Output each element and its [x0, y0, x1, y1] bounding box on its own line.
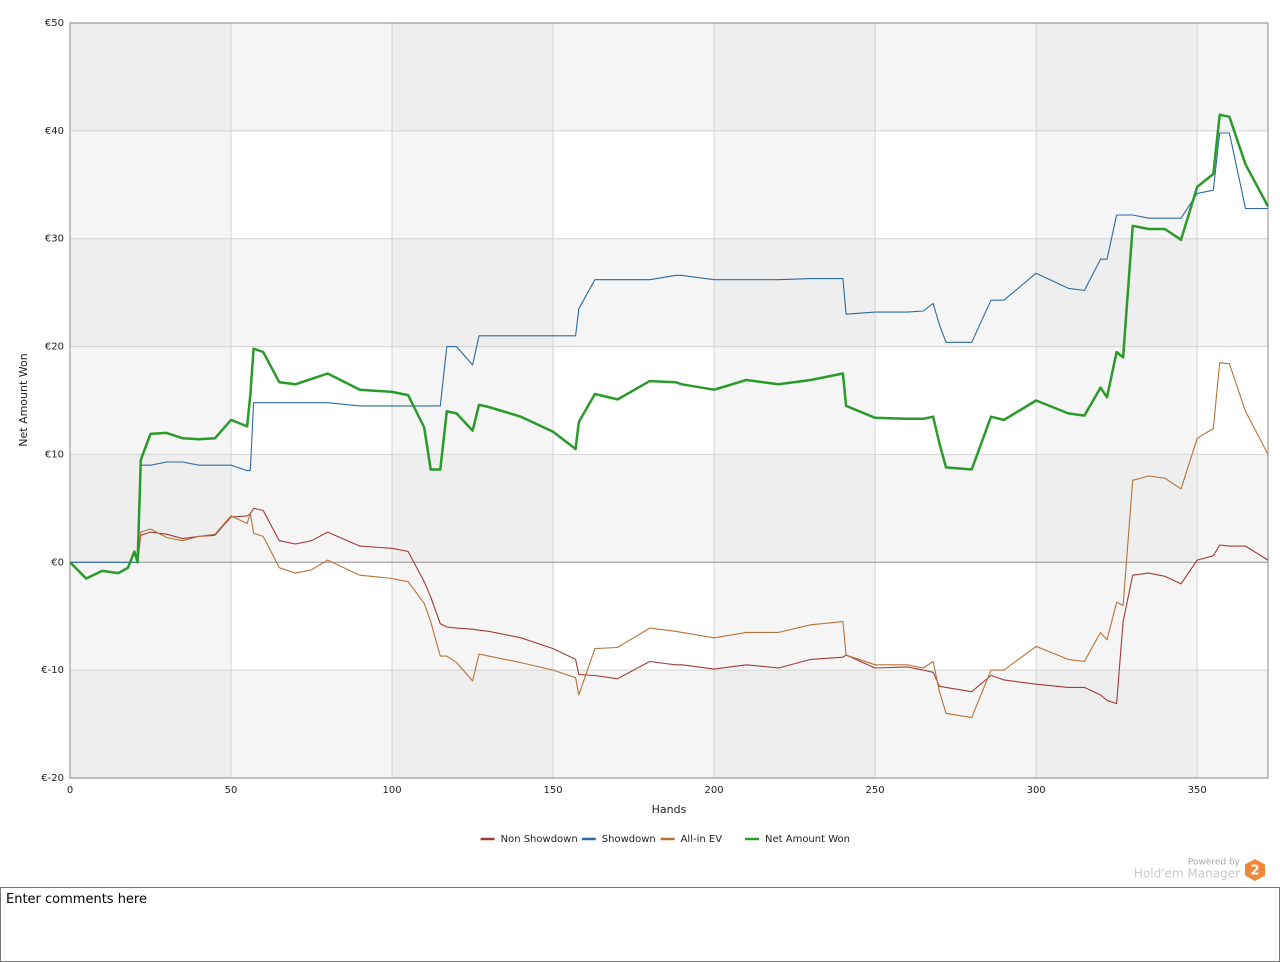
grid-cell: [231, 346, 393, 455]
y-tick-label: €30: [45, 234, 64, 245]
x-axis-label: Hands: [652, 803, 687, 816]
grid-cell: [231, 130, 393, 239]
grid-cell: [1036, 130, 1198, 239]
series-line: [69, 113, 1270, 580]
comments-box[interactable]: Enter comments here: [0, 887, 1280, 962]
powered-by: Powered by: [1188, 858, 1241, 868]
comments-placeholder: Enter comments here: [6, 892, 147, 907]
grid-cell: [70, 454, 232, 563]
y-tick-label: €-10: [41, 665, 64, 676]
grid-cell: [70, 562, 232, 671]
plot-background: [69, 22, 1269, 779]
grid-cell: [1036, 454, 1198, 563]
y-tick-label: €40: [45, 126, 64, 137]
grid-cell: [875, 238, 1037, 347]
grid-cell: [714, 23, 876, 131]
grid-cell: [553, 238, 715, 347]
grid-cell: [714, 346, 876, 455]
x-tick-label: 50: [225, 785, 238, 796]
grid-cell: [231, 454, 393, 563]
grid-cell: [1197, 670, 1268, 778]
grid-cell: [70, 670, 232, 778]
grid-cell: [392, 130, 554, 239]
grid-cell: [714, 130, 876, 239]
y-tick-label: €50: [45, 18, 64, 29]
grid-cell: [70, 23, 232, 131]
y-tick-label: €0: [51, 557, 64, 568]
grid-cell: [553, 346, 715, 455]
grid-cell: [553, 670, 715, 778]
grid-cell: [70, 238, 232, 347]
grid-cell: [875, 670, 1037, 778]
x-tick-label: 250: [866, 785, 885, 796]
legend-label: All-in EV: [681, 834, 723, 845]
y-tick-label: €20: [45, 342, 64, 353]
grid-cell: [1197, 238, 1268, 347]
grid-cell: [392, 23, 554, 131]
logo-badge: [1245, 859, 1265, 881]
grid-cell: [714, 454, 876, 563]
grid-cell: [714, 562, 876, 671]
y-tick-label: €-20: [41, 773, 64, 784]
grid-cell: [231, 670, 393, 778]
product-name: Hold'em Manager: [1134, 867, 1240, 881]
legend-label: Showdown: [602, 834, 656, 845]
grid-cell: [1036, 346, 1198, 455]
grid-cell: [875, 346, 1037, 455]
grid-cell: [875, 130, 1037, 239]
grid-cell: [875, 23, 1037, 131]
grid-cell: [1197, 23, 1268, 131]
x-tick-label: 0: [67, 785, 73, 796]
y-tick-label: €10: [45, 449, 64, 460]
grid-cell: [553, 130, 715, 239]
grid-cell: [875, 454, 1037, 563]
series-line: [70, 132, 1268, 563]
grid-cell: [392, 238, 554, 347]
x-tick-label: 350: [1188, 785, 1207, 796]
x-tick-label: 100: [382, 785, 401, 796]
y-axis-label: Net Amount Won: [17, 353, 30, 446]
logo-badge-text: 2: [1250, 864, 1259, 879]
grid-cell: [231, 562, 393, 671]
grid-cell: [1036, 670, 1198, 778]
grid-cell: [553, 23, 715, 131]
grid-cell: [392, 670, 554, 778]
grid-cell: [1197, 454, 1268, 563]
grid-cell: [553, 454, 715, 563]
series-line: [69, 362, 1269, 719]
legend-label: Non Showdown: [501, 834, 578, 845]
grid-cell: [875, 562, 1037, 671]
chart: Hands Net Amount Won Powered by Hold'em …: [17, 18, 1270, 881]
grid-cell: [1036, 23, 1198, 131]
grid-cell: [231, 23, 393, 131]
grid-cell: [1036, 238, 1198, 347]
grid-cell: [392, 454, 554, 563]
grid-cell: [70, 130, 232, 239]
legend-label: Net Amount Won: [765, 834, 850, 845]
grid-cell: [553, 562, 715, 671]
grid-cell: [231, 238, 393, 347]
plot-border: [69, 22, 1269, 779]
x-tick-label: 300: [1027, 785, 1046, 796]
grid-cell: [1036, 562, 1198, 671]
grid-cell: [1197, 562, 1268, 671]
grid-cell: [714, 670, 876, 778]
grid-cell: [714, 238, 876, 347]
x-tick-label: 200: [705, 785, 724, 796]
grid-cell: [1197, 346, 1268, 455]
grid-cell: [392, 562, 554, 671]
series-line: [69, 507, 1269, 705]
x-tick-label: 150: [544, 785, 563, 796]
plot-layer: [69, 113, 1270, 719]
